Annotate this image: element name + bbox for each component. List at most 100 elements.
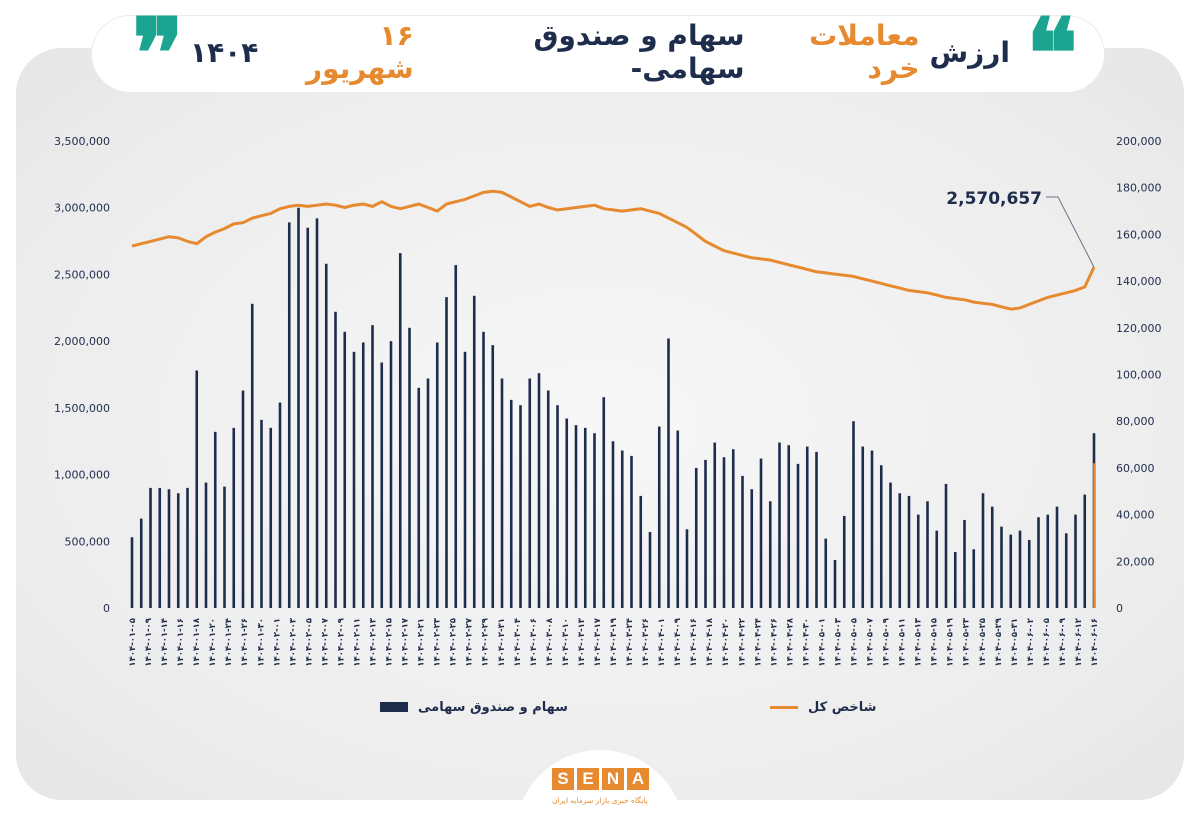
left-tick-label: 1,000,000 xyxy=(54,469,110,482)
bar xyxy=(1000,526,1003,608)
bar xyxy=(639,495,643,608)
x-tick-label: ۱۴۰۴-۰۴-۳۰ xyxy=(801,618,811,667)
bar xyxy=(981,493,985,608)
chart-card xyxy=(16,48,1184,800)
x-tick-label: ۱۴۰۴-۰۴-۲۲ xyxy=(737,617,747,666)
bar xyxy=(269,427,273,608)
bar xyxy=(694,467,698,608)
x-tick-label: ۱۴۰۴-۰۵-۲۳ xyxy=(962,617,972,666)
bar xyxy=(657,426,661,608)
bar xyxy=(1046,514,1050,608)
bar xyxy=(704,459,707,608)
bar xyxy=(935,530,939,608)
bar xyxy=(546,390,550,608)
bar xyxy=(648,531,652,608)
x-tick-label: ۱۴۰۴-۰۴-۲۰ xyxy=(721,618,731,667)
right-tick-label: 120,000 xyxy=(1116,322,1162,335)
bar xyxy=(343,331,347,608)
bar xyxy=(482,331,485,608)
bar xyxy=(139,518,143,608)
bar xyxy=(963,519,966,608)
bar xyxy=(426,378,430,608)
x-tick-label: ۱۴۰۴-۰۲-۲۷ xyxy=(465,617,475,666)
bar xyxy=(1055,506,1059,608)
x-tick-label: ۱۴۰۴-۰۳-۰۶ xyxy=(529,618,539,667)
sena-logo: S E N A xyxy=(552,768,649,790)
logo-letter-e: E xyxy=(577,768,599,790)
title-part-1: ارزش xyxy=(929,35,1010,69)
bar xyxy=(537,373,541,608)
x-tick-label: ۱۴۰۴-۰۴-۲۴ xyxy=(753,618,763,667)
x-tick-label: ۱۴۰۴-۰۵-۲۹ xyxy=(994,617,1004,666)
bar xyxy=(944,483,948,608)
x-tick-label: ۱۴۰۴-۰۲-۰۹ xyxy=(336,617,346,666)
bar xyxy=(1018,530,1022,608)
bar xyxy=(445,297,448,608)
bar xyxy=(556,405,559,608)
bar xyxy=(408,327,411,608)
bar xyxy=(167,489,171,608)
bar xyxy=(398,253,402,608)
bar xyxy=(722,457,726,608)
bar xyxy=(731,449,735,608)
left-tick-label: 3,000,000 xyxy=(54,202,110,215)
bar xyxy=(741,475,744,608)
bar xyxy=(842,515,846,608)
x-tick-label: ۱۴۰۴-۰۴-۰۱ xyxy=(657,618,667,667)
bar xyxy=(861,446,865,608)
x-tick-label: ۱۴۰۴-۰۱-۱۸ xyxy=(192,617,202,666)
x-tick-label: ۱۴۰۴-۰۱-۳۰ xyxy=(256,618,266,667)
x-tick-label: ۱۴۰۴-۰۶-۰۲ xyxy=(1026,617,1036,666)
bar xyxy=(1064,533,1068,608)
bar xyxy=(454,265,458,608)
x-tick-label: ۱۴۰۴-۰۲-۲۳ xyxy=(433,617,443,666)
x-tick-label: ۱۴۰۴-۰۲-۰۷ xyxy=(320,617,330,666)
x-tick-label: ۱۴۰۴-۰۶-۱۶ xyxy=(1090,618,1100,667)
legend-label-bars: سهام و صندوق سهامی xyxy=(418,699,568,715)
bar xyxy=(778,442,781,608)
bar xyxy=(1037,517,1040,608)
title-part-4: ۱۶ شهریور xyxy=(306,19,414,85)
bar xyxy=(361,342,365,608)
bar xyxy=(879,465,883,608)
logo-letter-n: N xyxy=(602,768,624,790)
annotation: 2,570,657 xyxy=(946,189,1095,268)
bar xyxy=(574,425,578,608)
bar xyxy=(796,463,800,608)
bar xyxy=(620,450,624,608)
bar xyxy=(417,387,421,608)
legend-label-line: شاخص کل xyxy=(808,699,877,715)
right-tick-label: 60,000 xyxy=(1116,462,1155,475)
x-tick-label: ۱۴۰۴-۰۳-۲۴ xyxy=(625,618,635,667)
x-tick-label: ۱۴۰۴-۰۱-۲۴ xyxy=(224,618,234,667)
bar xyxy=(889,482,892,608)
bar xyxy=(149,487,152,608)
bar xyxy=(435,342,439,608)
bar xyxy=(713,442,717,608)
bar xyxy=(907,495,911,608)
x-tick-label: ۱۴۰۴-۰۳-۱۳ xyxy=(577,617,587,666)
title-part-3: سهام و صندوق سهامی- xyxy=(533,19,745,85)
logo-letter-a: A xyxy=(627,768,649,790)
bar xyxy=(1027,539,1031,608)
x-tick-label: ۱۴۰۴-۰۱-۱۶ xyxy=(176,618,186,667)
x-tick-label: ۱۴۰۴-۰۵-۱۹ xyxy=(946,617,956,666)
right-tick-label: 40,000 xyxy=(1116,509,1155,522)
x-tick-label: ۱۴۰۴-۰۵-۰۵ xyxy=(850,618,860,667)
bar xyxy=(491,345,495,608)
legend-swatch-bars xyxy=(380,702,408,712)
bar xyxy=(380,362,384,608)
x-tick-label: ۱۴۰۴-۰۵-۲۵ xyxy=(978,618,988,667)
bar-last xyxy=(1093,463,1096,608)
title-banner xyxy=(92,16,1104,92)
right-tick-label: 200,000 xyxy=(1116,135,1162,148)
bar xyxy=(315,218,319,609)
x-tick-label: ۱۴۰۴-۰۵-۰۱ xyxy=(817,618,827,667)
bar xyxy=(685,529,689,608)
x-tick-label: ۱۴۰۴-۰۶-۰۹ xyxy=(1058,617,1068,666)
title-part-2: معاملات خرد xyxy=(809,19,920,85)
index-line-series xyxy=(131,189,1096,311)
x-tick-label: ۱۴۰۴-۰۲-۲۵ xyxy=(449,618,459,667)
x-tick-label: ۱۴۰۴-۰۵-۰۹ xyxy=(882,617,892,666)
left-tick-label: 1,500,000 xyxy=(54,402,110,415)
